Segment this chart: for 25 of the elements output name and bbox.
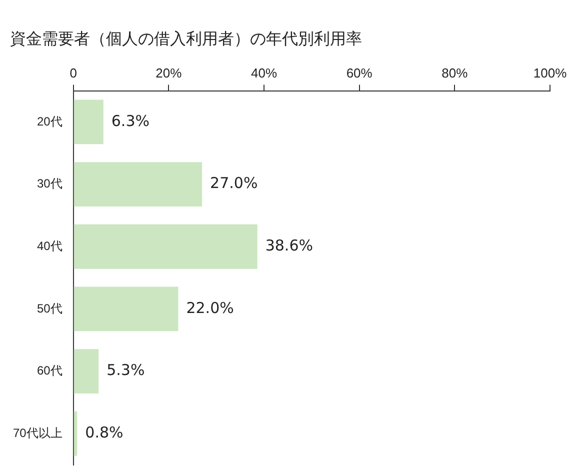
- bar: [74, 349, 99, 394]
- chart-title: 資金需要者（個人の借入利用者）の年代別利用率: [10, 28, 362, 48]
- y-tick-label: 30代: [36, 176, 62, 191]
- y-tick-label: 20代: [36, 114, 62, 128]
- data-label: 22.0%: [186, 298, 234, 317]
- y-tick-label: 60代: [36, 364, 62, 378]
- x-tick-label: 80%: [442, 66, 468, 81]
- x-tick-label: 0: [70, 66, 77, 81]
- y-tick-label: 50代: [36, 301, 62, 316]
- bar: [74, 286, 178, 332]
- bar: [74, 411, 78, 456]
- data-label: 38.6%: [265, 236, 313, 255]
- data-label: 6.3%: [111, 112, 150, 130]
- bar: [74, 162, 202, 207]
- x-tick-label: 20%: [156, 66, 182, 81]
- x-tick-label: 40%: [250, 66, 278, 81]
- y-tick-label: 70代以上: [12, 426, 62, 440]
- y-tick-label: 40代: [36, 238, 62, 253]
- bar: [74, 100, 104, 144]
- data-label: 27.0%: [210, 174, 258, 192]
- data-label: 5.3%: [106, 361, 145, 380]
- data-label: 0.8%: [85, 424, 124, 442]
- bar: [74, 224, 258, 269]
- x-tick-label: 60%: [346, 66, 373, 81]
- x-tick-label: 100%: [533, 66, 568, 81]
